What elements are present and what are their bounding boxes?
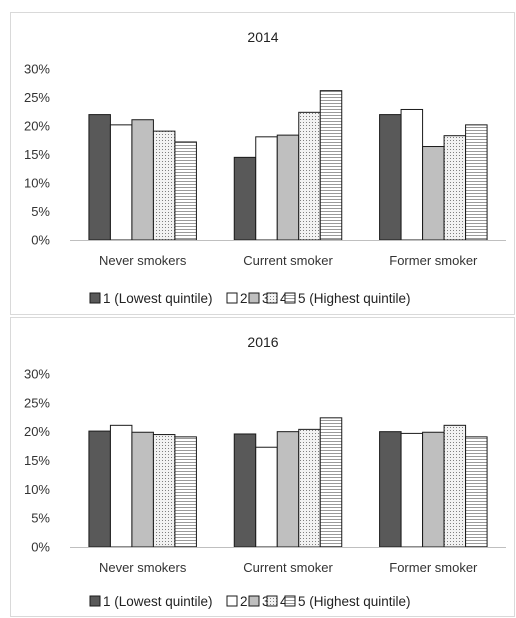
bar-former-smoker-q5 bbox=[465, 436, 488, 548]
legend-swatch-q2 bbox=[226, 292, 238, 304]
bar-current-smoker-q3 bbox=[276, 431, 300, 548]
bar-never-smokers-q3 bbox=[131, 119, 154, 241]
bar-never-smokers-q1 bbox=[88, 114, 111, 241]
bar-former-smoker-q3 bbox=[422, 431, 445, 548]
legend: 1 (Lowest quintile) 2 3 4 5 (Highest quintil… bbox=[89, 291, 411, 306]
legend-swatch-q5 bbox=[284, 595, 296, 607]
chart-svg-2016: 2016 0% 5% 10% 15% 20% 25% 30% Never smokers Curr… bbox=[24, 334, 506, 609]
legend-swatch-q1 bbox=[89, 595, 101, 607]
legend-label-q1: 1 (Lowest quintile) bbox=[103, 291, 213, 306]
bar-former-smoker-q1 bbox=[379, 114, 402, 241]
bar-current-smoker-q2 bbox=[255, 446, 278, 548]
bar-never-smokers-q1 bbox=[88, 430, 111, 548]
legend-label-q5: 5 (Highest quintile) bbox=[298, 291, 411, 306]
y-tick-label: 0% bbox=[31, 233, 50, 248]
y-tick-label: 5% bbox=[31, 204, 50, 219]
bar-current-smoker-q1 bbox=[233, 156, 257, 241]
bar-current-smoker-q5 bbox=[319, 90, 343, 241]
legend: 1 (Lowest quintile) 2 3 4 5 (Highest quintil… bbox=[89, 594, 411, 609]
bar-never-smokers-q3 bbox=[131, 431, 154, 548]
x-tick-label: Never smokers bbox=[99, 253, 187, 268]
chart-title: 2014 bbox=[247, 29, 278, 45]
legend-label-q4: 4 bbox=[280, 291, 288, 306]
y-tick-label: 15% bbox=[24, 147, 50, 162]
y-tick-label: 10% bbox=[24, 176, 50, 191]
bar-never-smokers-q4 bbox=[152, 130, 176, 241]
bar-current-smoker-q1 bbox=[233, 433, 257, 548]
bar-never-smokers-q5 bbox=[174, 141, 197, 241]
y-tick-label: 0% bbox=[31, 540, 50, 555]
bar-former-smoker-q1 bbox=[379, 431, 402, 548]
chart-panel-2016: 2016 0% 5% 10% 15% 20% 25% 30% Never smokers Curr… bbox=[10, 317, 515, 617]
x-tick-label: Former smoker bbox=[389, 560, 478, 575]
bar-never-smokers-q2 bbox=[109, 424, 133, 548]
bar-never-smokers-q4 bbox=[152, 434, 176, 548]
legend-swatch-q3 bbox=[248, 595, 260, 607]
legend-label-q5: 5 (Highest quintile) bbox=[298, 594, 411, 609]
bar-current-smoker-q2 bbox=[255, 136, 278, 241]
legend-swatch-q4 bbox=[266, 595, 278, 607]
y-tick-label: 20% bbox=[24, 119, 50, 134]
bar-never-smokers-q5 bbox=[174, 436, 197, 548]
x-tick-label: Current smoker bbox=[243, 560, 333, 575]
bar-current-smoker-q3 bbox=[276, 134, 300, 241]
bar-never-smokers-q2 bbox=[109, 124, 133, 241]
bar-former-smoker-q5 bbox=[465, 124, 488, 241]
legend-swatch-q5 bbox=[284, 292, 296, 304]
legend-label-q2: 2 bbox=[240, 594, 248, 609]
legend-swatch-q2 bbox=[226, 595, 238, 607]
x-tick-label: Former smoker bbox=[389, 253, 478, 268]
bar-former-smoker-q4 bbox=[443, 135, 467, 241]
bar-former-smoker-q2 bbox=[400, 432, 424, 548]
y-tick-label: 30% bbox=[24, 367, 50, 382]
bar-current-smoker-q4 bbox=[298, 428, 321, 548]
y-tick-label: 5% bbox=[31, 511, 50, 526]
y-tick-label: 25% bbox=[24, 90, 50, 105]
chart-panel-2014: 2014 0% 5% 10% 15% 20% 25% 30% Never smokers Curr… bbox=[10, 12, 515, 315]
y-tick-label: 25% bbox=[24, 395, 50, 410]
x-tick-label: Never smokers bbox=[99, 560, 187, 575]
legend-label-q3: 3 bbox=[262, 594, 270, 609]
legend-swatch-q3 bbox=[248, 292, 260, 304]
legend-label-q1: 1 (Lowest quintile) bbox=[103, 594, 213, 609]
bar-former-smoker-q3 bbox=[422, 146, 445, 241]
bar-former-smoker-q4 bbox=[443, 424, 467, 548]
legend-label-q3: 3 bbox=[262, 291, 270, 306]
bar-current-smoker-q5 bbox=[319, 417, 343, 548]
legend-swatch-q1 bbox=[89, 292, 101, 304]
legend-label-q4: 4 bbox=[280, 594, 288, 609]
y-tick-label: 15% bbox=[24, 453, 50, 468]
chart-title: 2016 bbox=[247, 334, 278, 350]
bar-current-smoker-q4 bbox=[298, 111, 321, 241]
legend-label-q2: 2 bbox=[240, 291, 248, 306]
y-tick-label: 20% bbox=[24, 424, 50, 439]
y-tick-label: 10% bbox=[24, 482, 50, 497]
bar-former-smoker-q2 bbox=[400, 108, 424, 241]
y-tick-label: 30% bbox=[24, 62, 50, 77]
legend-swatch-q4 bbox=[266, 292, 278, 304]
x-tick-label: Current smoker bbox=[243, 253, 333, 268]
chart-svg-2014: 2014 0% 5% 10% 15% 20% 25% 30% Never smokers Curr… bbox=[24, 29, 506, 306]
